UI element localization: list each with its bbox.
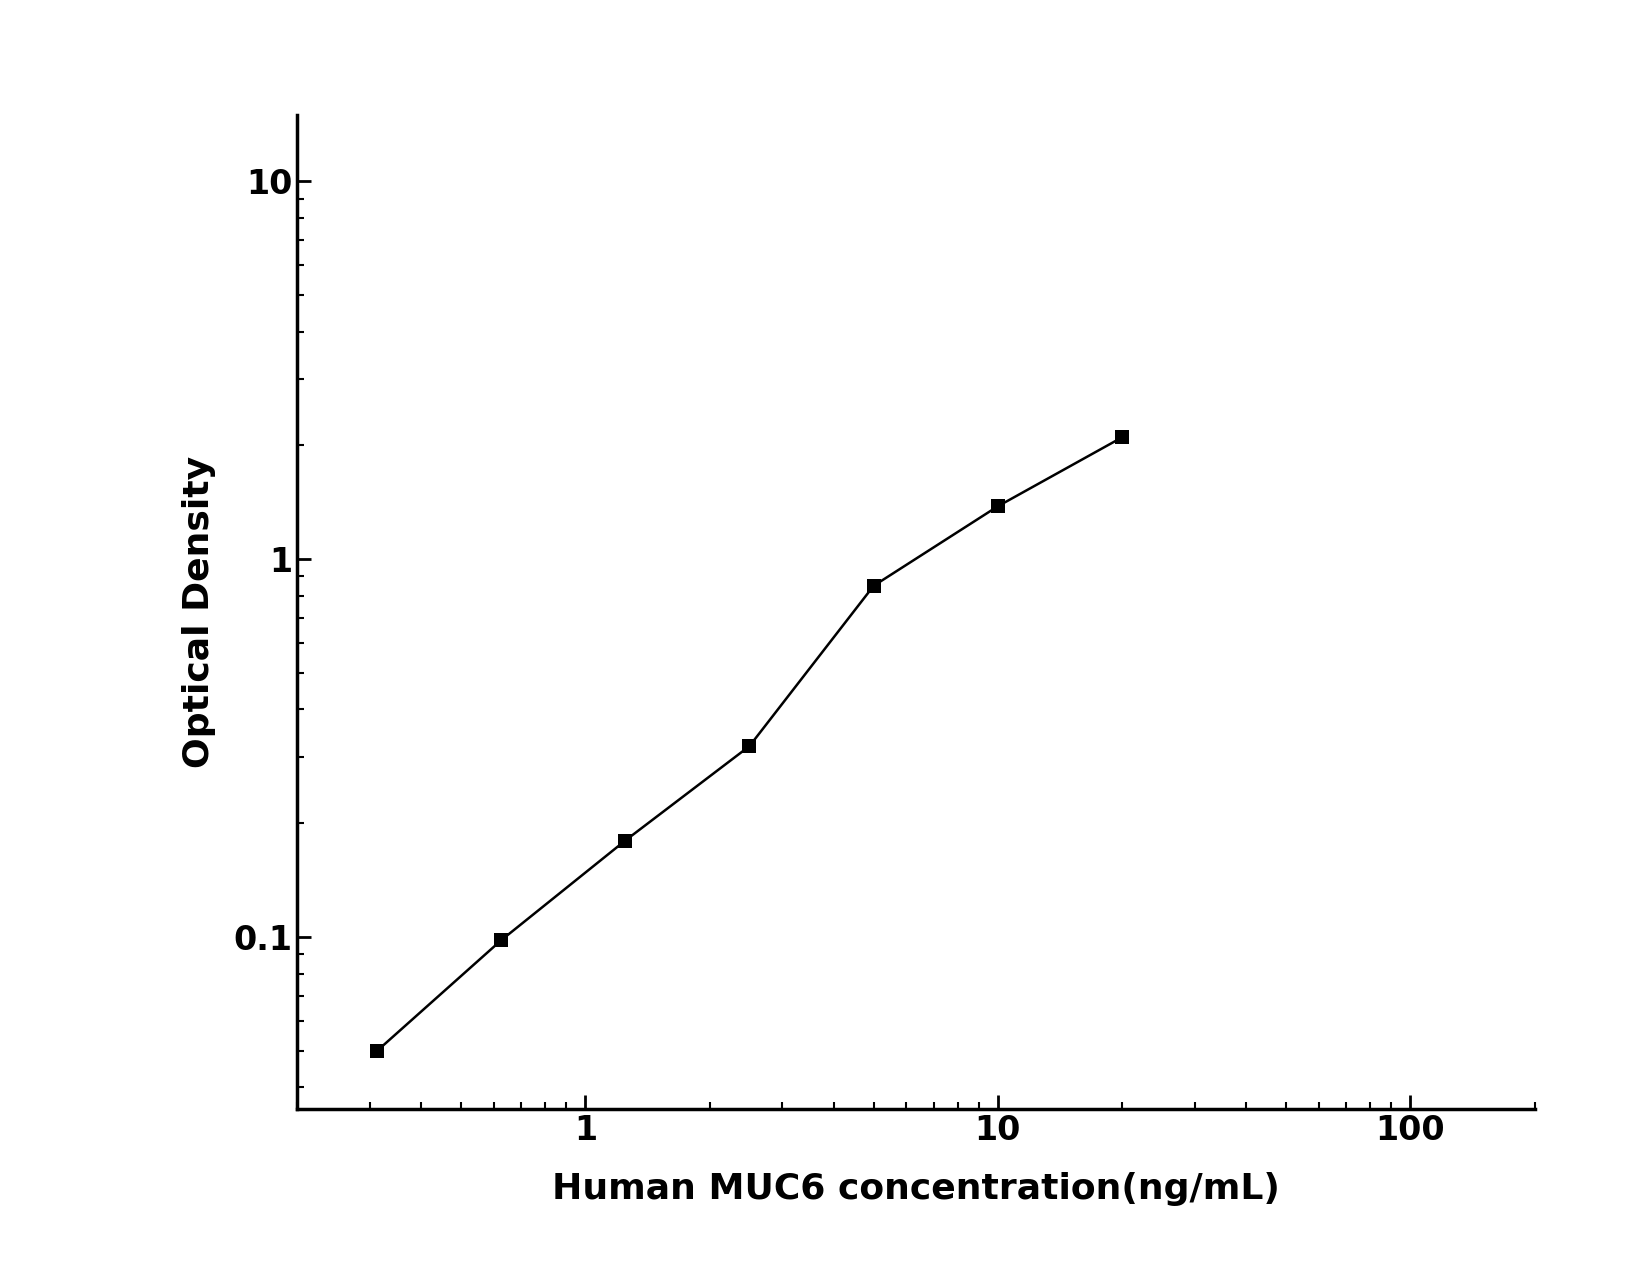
Y-axis label: Optical Density: Optical Density [183, 456, 216, 768]
Point [612, 830, 639, 850]
Point [736, 736, 762, 756]
X-axis label: Human MUC6 concentration(ng/mL): Human MUC6 concentration(ng/mL) [551, 1172, 1280, 1206]
Point [365, 1040, 391, 1061]
Point [488, 929, 515, 950]
Point [860, 575, 886, 595]
Point [985, 496, 1011, 516]
Point [1109, 427, 1135, 448]
